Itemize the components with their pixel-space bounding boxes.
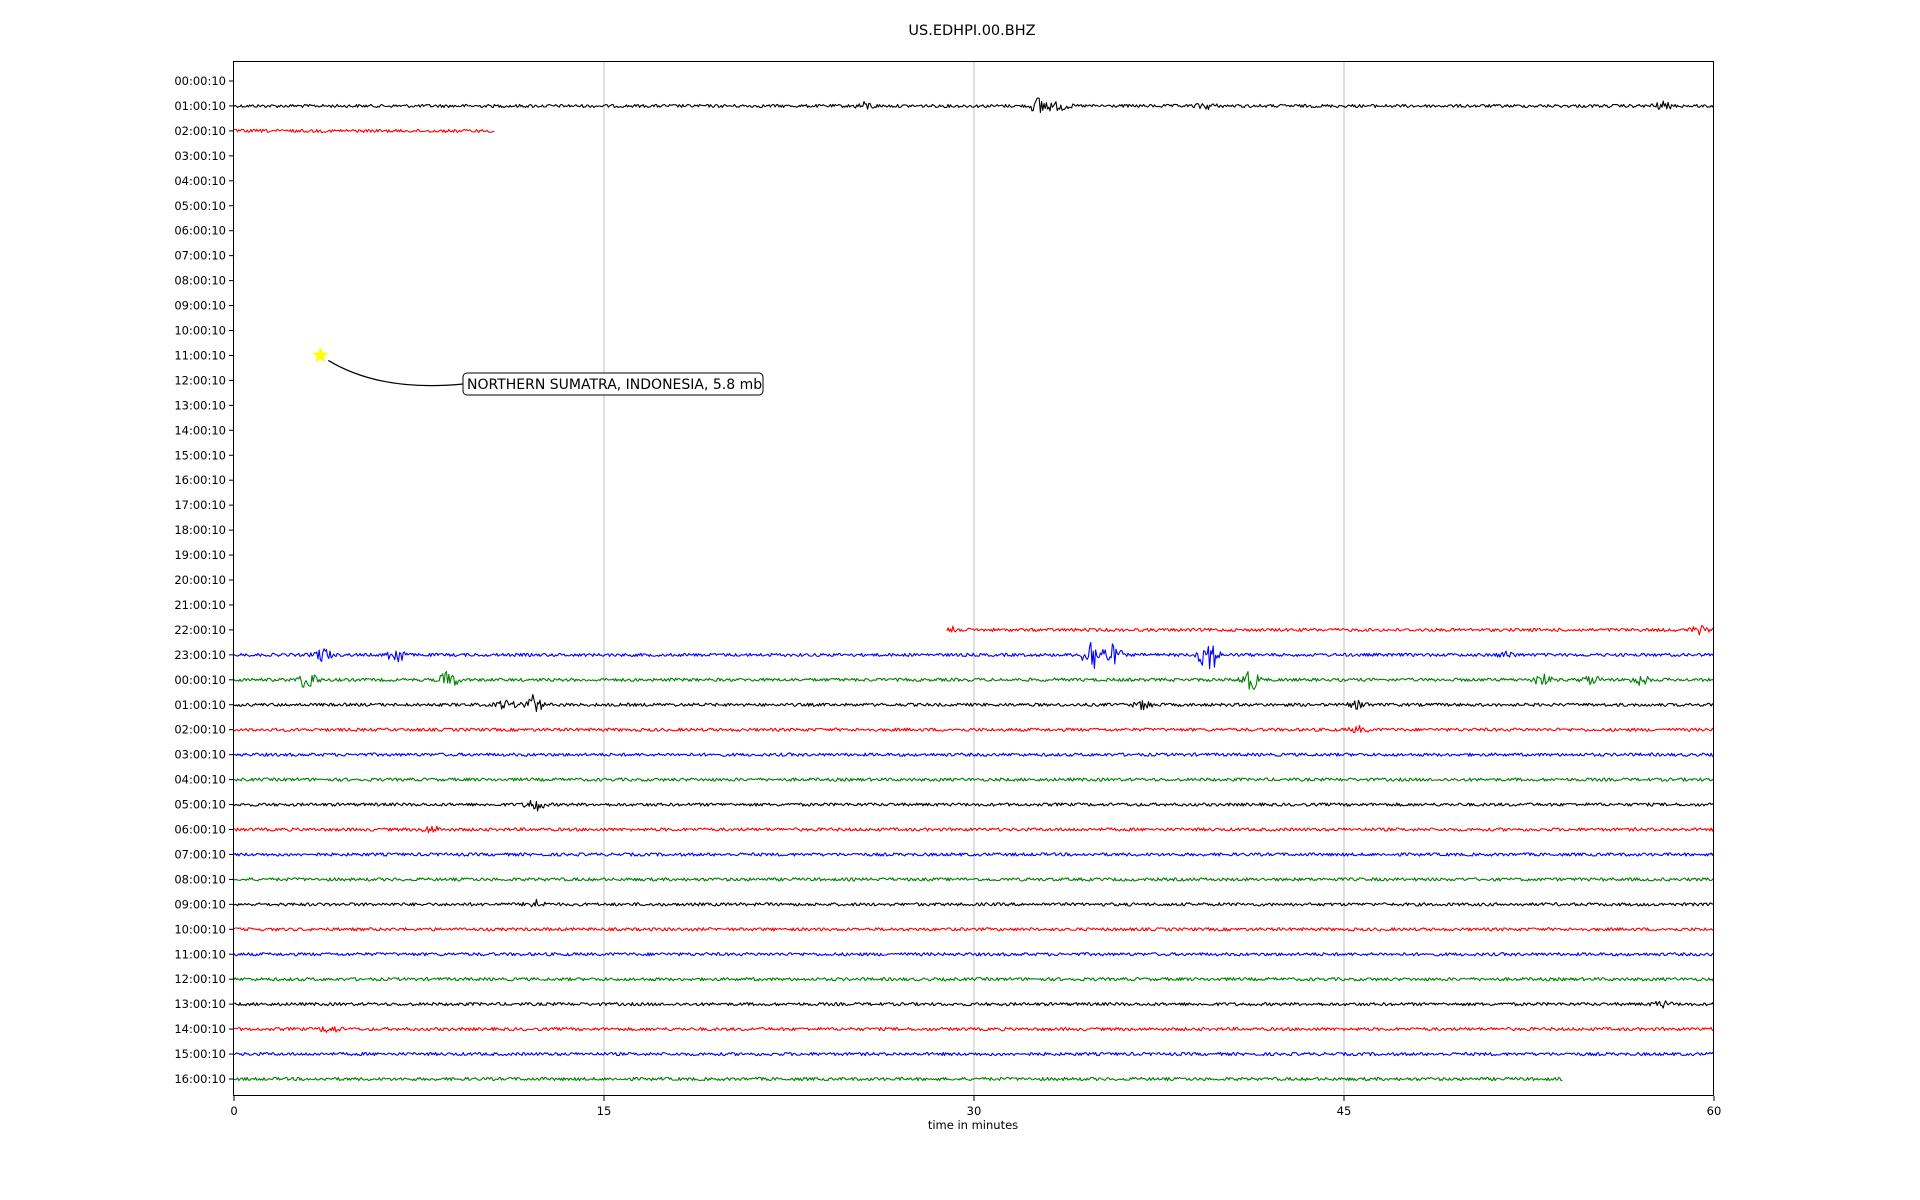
seismic-trace bbox=[233, 724, 1715, 734]
seismic-trace bbox=[233, 128, 495, 134]
y-tick-label: 04:00:10 bbox=[174, 773, 226, 787]
seismic-trace bbox=[233, 927, 1714, 932]
annotation-connector bbox=[328, 359, 464, 387]
y-tick-label: 07:00:10 bbox=[174, 249, 226, 263]
seismic-trace bbox=[233, 1000, 1715, 1009]
seismic-trace bbox=[233, 777, 1714, 782]
y-tick-label: 02:00:10 bbox=[174, 124, 226, 138]
y-tick-label: 07:00:10 bbox=[174, 847, 226, 861]
y-tick-label: 12:00:10 bbox=[174, 972, 226, 986]
y-tick-label: 03:00:10 bbox=[174, 748, 226, 762]
y-tick-label: 08:00:10 bbox=[174, 872, 226, 886]
y-axis: 00:00:10 01:00:10 02:00:10 03:00:10 04:00:10… bbox=[174, 74, 234, 1086]
seismic-trace bbox=[946, 625, 1715, 636]
y-tick-label: 13:00:10 bbox=[174, 398, 226, 412]
x-axis: 0 15 30 45 60 bbox=[230, 1096, 1721, 1118]
seismic-trace bbox=[233, 693, 1714, 713]
grid-lines bbox=[603, 62, 1345, 1096]
x-axis-label: time in minutes bbox=[928, 1118, 1018, 1132]
y-tick-label: 09:00:10 bbox=[174, 897, 226, 911]
y-tick-label: 00:00:10 bbox=[174, 74, 226, 88]
y-tick-label: 14:00:10 bbox=[174, 423, 226, 437]
y-tick-label: 05:00:10 bbox=[174, 798, 226, 812]
seismic-trace bbox=[233, 952, 1714, 957]
y-tick-label: 17:00:10 bbox=[174, 498, 226, 512]
seismic-trace bbox=[233, 852, 1715, 857]
y-tick-label: 02:00:10 bbox=[174, 723, 226, 737]
y-tick-label: 13:00:10 bbox=[174, 997, 226, 1011]
y-tick-label: 22:00:10 bbox=[174, 623, 226, 637]
plot-frame bbox=[233, 61, 1714, 1096]
y-tick-label: 18:00:10 bbox=[174, 523, 226, 537]
y-tick-label: 15:00:10 bbox=[174, 448, 226, 462]
x-tick-label: 30 bbox=[967, 1104, 982, 1118]
y-tick-label: 10:00:10 bbox=[174, 922, 226, 936]
seismic-trace bbox=[233, 898, 1714, 908]
seismic-trace bbox=[233, 877, 1715, 882]
y-tick-label: 16:00:10 bbox=[174, 1072, 226, 1086]
y-tick-label: 11:00:10 bbox=[174, 348, 226, 362]
y-tick-label: 01:00:10 bbox=[174, 698, 226, 712]
y-tick-label: 20:00:10 bbox=[174, 573, 226, 587]
event-annotation: NORTHERN SUMATRA, INDONESIA, 5.8 mb bbox=[312, 346, 764, 396]
y-tick-label: 00:00:10 bbox=[174, 673, 226, 687]
event-star-marker bbox=[312, 346, 329, 363]
chart-title: US.EDHPI.00.BHZ bbox=[908, 23, 1035, 39]
x-tick-label: 15 bbox=[597, 1104, 612, 1118]
y-tick-label: 06:00:10 bbox=[174, 224, 226, 238]
y-tick-label: 08:00:10 bbox=[174, 274, 226, 288]
seismic-trace bbox=[233, 752, 1714, 757]
y-tick-label: 03:00:10 bbox=[174, 149, 226, 163]
seismic-trace bbox=[233, 825, 1715, 834]
y-tick-label: 04:00:10 bbox=[174, 174, 226, 188]
seismic-trace bbox=[233, 97, 1715, 114]
y-tick-label: 23:00:10 bbox=[174, 648, 226, 662]
x-tick-label: 60 bbox=[1707, 1104, 1722, 1118]
seismic-trace bbox=[233, 641, 1715, 670]
y-tick-label: 11:00:10 bbox=[174, 947, 226, 961]
seismic-trace bbox=[233, 977, 1715, 982]
x-tick-label: 0 bbox=[230, 1104, 237, 1118]
y-tick-label: 14:00:10 bbox=[174, 1022, 226, 1036]
y-tick-label: 12:00:10 bbox=[174, 373, 226, 387]
seismic-trace bbox=[233, 1051, 1714, 1057]
seismic-trace bbox=[233, 670, 1714, 691]
y-tick-label: 21:00:10 bbox=[174, 598, 226, 612]
y-tick-label: 09:00:10 bbox=[174, 299, 226, 313]
y-tick-label: 05:00:10 bbox=[174, 199, 226, 213]
y-tick-label: 10:00:10 bbox=[174, 324, 226, 338]
seismic-trace bbox=[233, 799, 1714, 812]
y-tick-label: 06:00:10 bbox=[174, 823, 226, 837]
y-tick-label: 19:00:10 bbox=[174, 548, 226, 562]
y-tick-label: 01:00:10 bbox=[174, 99, 226, 113]
seismic-traces bbox=[233, 97, 1715, 1082]
y-tick-label: 16:00:10 bbox=[174, 473, 226, 487]
annotation-label: NORTHERN SUMATRA, INDONESIA, 5.8 mb bbox=[467, 377, 762, 393]
seismic-trace bbox=[233, 1076, 1563, 1082]
y-tick-label: 15:00:10 bbox=[174, 1047, 226, 1061]
seismic-trace bbox=[233, 1026, 1714, 1033]
annotation-box bbox=[462, 372, 764, 396]
x-tick-label: 45 bbox=[1337, 1104, 1352, 1118]
